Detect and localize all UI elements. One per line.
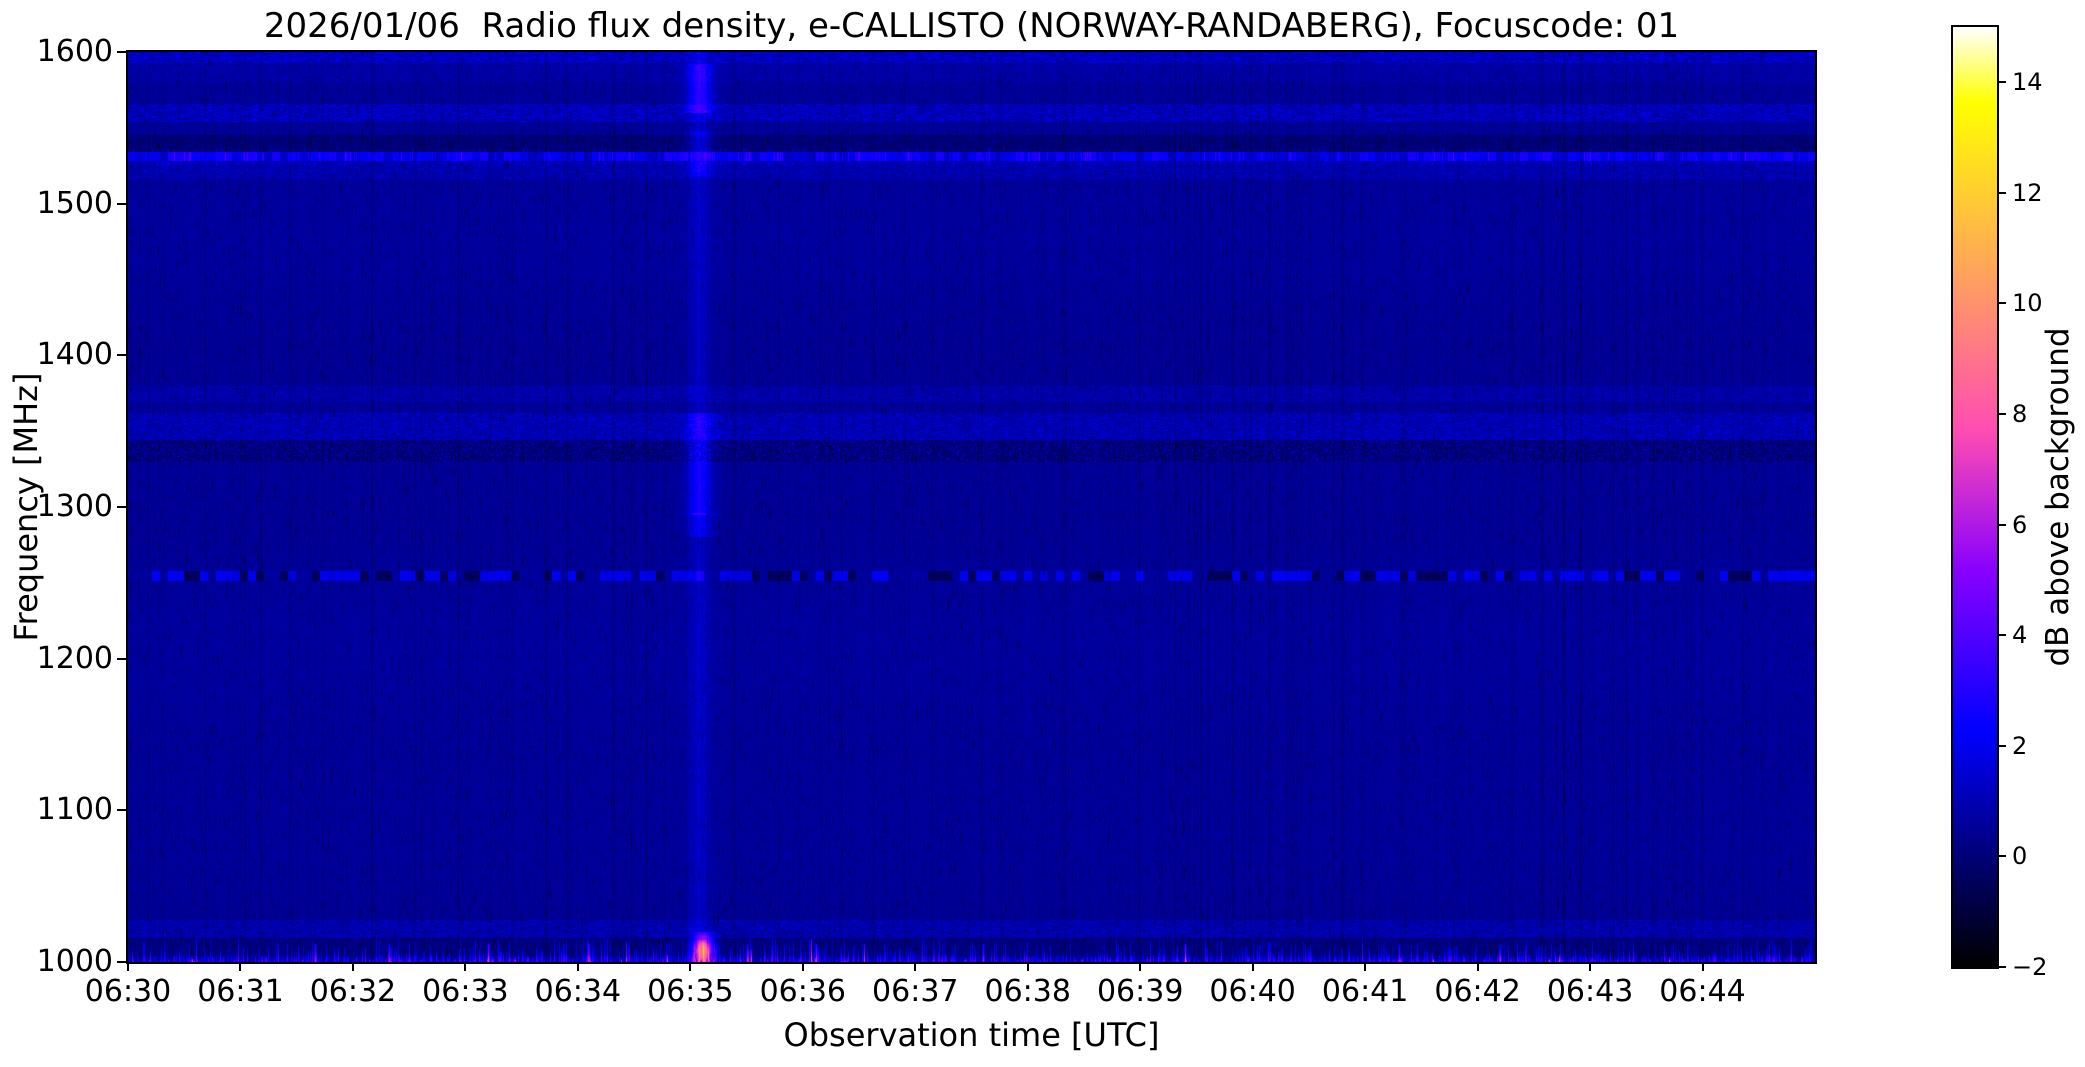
x-tick-mark	[1476, 962, 1479, 971]
x-tick-label: 06:41	[1321, 974, 1409, 1009]
y-tick-mark	[117, 809, 126, 812]
y-tick-label: 1100	[36, 792, 113, 828]
y-tick-label: 1600	[36, 34, 113, 69]
x-tick-mark	[689, 962, 692, 971]
colorbar-tick-label: 12	[2012, 178, 2043, 207]
x-tick-mark	[1701, 962, 1704, 971]
colorbar	[1951, 25, 1999, 969]
colorbar-tick-mark	[1997, 302, 2006, 305]
colorbar-tick-label: 14	[2012, 68, 2043, 97]
x-tick-label: 06:43	[1546, 974, 1634, 1009]
x-tick-label: 06:36	[759, 974, 847, 1009]
colorbar-gradient	[1953, 27, 1997, 967]
colorbar-tick-label: 8	[2012, 400, 2028, 429]
colorbar-tick-mark	[1997, 634, 2006, 637]
x-tick-mark	[576, 962, 579, 971]
y-tick-label: 1000	[36, 944, 113, 979]
y-tick-label: 1300	[36, 489, 113, 524]
x-tick-label: 06:33	[422, 974, 509, 1009]
colorbar-tick-mark	[1997, 81, 2006, 84]
colorbar-tick-mark	[1997, 413, 2006, 416]
x-tick-label: 06:38	[984, 974, 1071, 1009]
y-tick-label: 1400	[36, 337, 113, 373]
colorbar-tick-mark	[1997, 855, 2006, 858]
y-axis-label: Frequency [MHz]	[7, 372, 45, 642]
colorbar-tick-label: 0	[2012, 842, 2028, 871]
x-tick-label: 06:39	[1096, 974, 1184, 1009]
colorbar-tick-label: 4	[2012, 621, 2028, 650]
x-tick-mark	[351, 962, 354, 971]
x-tick-mark	[239, 962, 242, 971]
x-tick-mark	[801, 962, 804, 971]
y-tick-mark	[117, 961, 126, 963]
x-tick-label: 06:42	[1434, 974, 1521, 1009]
x-tick-label: 06:44	[1659, 974, 1746, 1009]
x-tick-mark	[914, 962, 917, 971]
colorbar-tick-label: −2	[2012, 953, 2048, 981]
plot-title: 2026/01/06 Radio flux density, e-CALLIST…	[263, 6, 1680, 46]
y-tick-mark	[117, 657, 126, 660]
y-tick-mark	[117, 506, 126, 508]
colorbar-tick-mark	[1997, 523, 2006, 526]
x-tick-label: 06:32	[309, 974, 397, 1009]
colorbar-tick-mark	[1997, 744, 2006, 747]
y-tick-mark	[117, 51, 126, 53]
x-tick-label: 06:34	[534, 974, 622, 1009]
colorbar-tick-mark	[1997, 966, 2006, 968]
x-tick-mark	[127, 962, 129, 971]
x-tick-mark	[464, 962, 467, 971]
x-tick-mark	[1139, 962, 1142, 971]
x-tick-label: 06:35	[647, 974, 734, 1009]
x-tick-mark	[1026, 962, 1029, 971]
x-tick-label: 06:37	[872, 974, 959, 1009]
colorbar-tick-label: 2	[2012, 731, 2028, 760]
colorbar-label: dB above background	[2040, 327, 2076, 667]
colorbar-tick-mark	[1997, 191, 2006, 194]
x-tick-label: 06:40	[1209, 974, 1296, 1009]
x-tick-label: 06:30	[84, 974, 172, 1009]
y-tick-mark	[117, 202, 126, 205]
y-tick-mark	[117, 354, 126, 357]
x-axis-label: Observation time [UTC]	[783, 1016, 1160, 1054]
spectrogram-plot	[126, 50, 1817, 964]
x-tick-label: 06:31	[197, 974, 284, 1009]
y-tick-label: 1500	[36, 185, 113, 221]
colorbar-tick-label: 10	[2012, 289, 2043, 318]
spectrogram-image	[128, 52, 1815, 962]
y-tick-label: 1200	[36, 640, 113, 676]
x-tick-mark	[1251, 962, 1254, 971]
x-tick-mark	[1364, 962, 1367, 971]
x-tick-mark	[1589, 962, 1592, 971]
colorbar-tick-label: 6	[2012, 510, 2028, 539]
